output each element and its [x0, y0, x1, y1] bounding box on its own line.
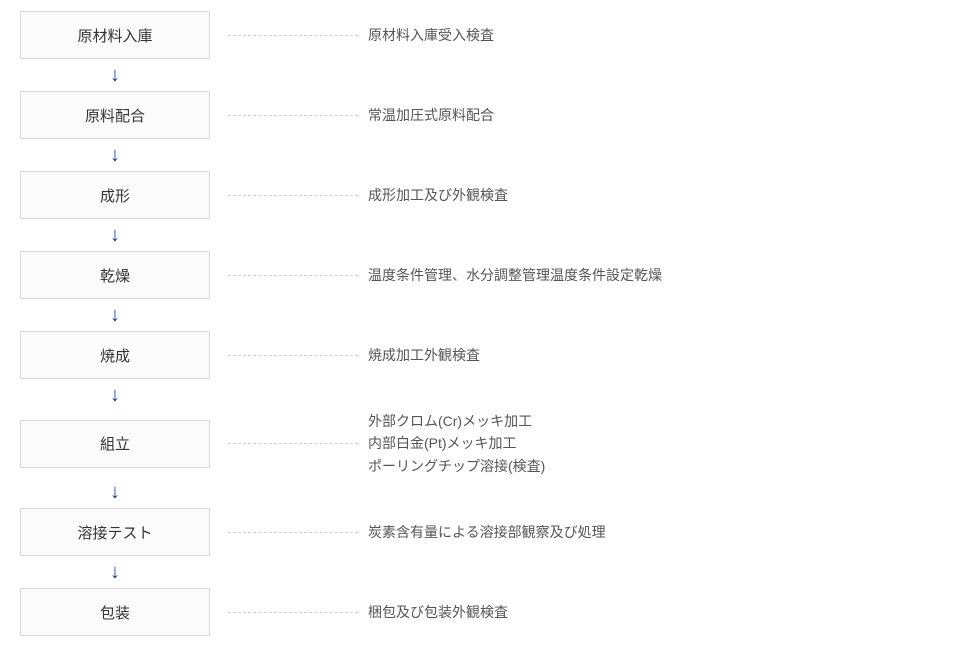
step-box: 焼成: [20, 331, 210, 379]
dashed-connector: [228, 355, 358, 356]
arrow-row: ↓: [20, 557, 210, 587]
arrow-row: ↓: [20, 380, 210, 410]
dashed-connector: [228, 532, 358, 533]
dashed-connector: [228, 195, 358, 196]
dashed-connector: [228, 612, 358, 613]
step-description: 梱包及び包装外観検査: [368, 601, 508, 623]
step-box: 原料配合: [20, 91, 210, 139]
down-arrow-icon: ↓: [110, 562, 120, 582]
step-box: 乾燥: [20, 251, 210, 299]
flow-step-row: 乾燥 温度条件管理、水分調整管理温度条件設定乾燥: [20, 250, 935, 300]
step-box: 包装: [20, 588, 210, 636]
step-description: 温度条件管理、水分調整管理温度条件設定乾燥: [368, 264, 662, 286]
down-arrow-icon: ↓: [110, 305, 120, 325]
dashed-connector: [228, 275, 358, 276]
step-description: 外部クロム(Cr)メッキ加工内部白金(Pt)メッキ加工ポーリングチップ溶接(検査…: [368, 410, 545, 477]
dashed-connector: [228, 35, 358, 36]
step-description: 焼成加工外観検査: [368, 344, 480, 366]
flow-step-row: 溶接テスト 炭素含有量による溶接部観察及び処理: [20, 507, 935, 557]
step-box: 成形: [20, 171, 210, 219]
step-box: 組立: [20, 420, 210, 468]
down-arrow-icon: ↓: [110, 225, 120, 245]
step-description: 成形加工及び外観検査: [368, 184, 508, 206]
flow-step-row: 成形 成形加工及び外観検査: [20, 170, 935, 220]
dashed-connector: [228, 443, 358, 444]
flowchart-container: 原材料入庫 原材料入庫受入検査 ↓ 原料配合 常温加圧式原料配合 ↓ 成形 成形加工及び外観検…: [20, 10, 935, 637]
down-arrow-icon: ↓: [110, 65, 120, 85]
down-arrow-icon: ↓: [110, 385, 120, 405]
down-arrow-icon: ↓: [110, 145, 120, 165]
down-arrow-icon: ↓: [110, 482, 120, 502]
step-box: 溶接テスト: [20, 508, 210, 556]
arrow-row: ↓: [20, 60, 210, 90]
flow-step-row: 原料配合 常温加圧式原料配合: [20, 90, 935, 140]
flow-step-row: 焼成 焼成加工外観検査: [20, 330, 935, 380]
step-description: 常温加圧式原料配合: [368, 104, 494, 126]
arrow-row: ↓: [20, 300, 210, 330]
arrow-row: ↓: [20, 477, 210, 507]
flow-step-row: 原材料入庫 原材料入庫受入検査: [20, 10, 935, 60]
flow-step-row: 包装 梱包及び包装外観検査: [20, 587, 935, 637]
step-description: 炭素含有量による溶接部観察及び処理: [368, 521, 606, 543]
arrow-row: ↓: [20, 140, 210, 170]
dashed-connector: [228, 115, 358, 116]
flow-step-row: 組立 外部クロム(Cr)メッキ加工内部白金(Pt)メッキ加工ポーリングチップ溶接(…: [20, 410, 935, 477]
step-box: 原材料入庫: [20, 11, 210, 59]
step-description: 原材料入庫受入検査: [368, 24, 494, 46]
arrow-row: ↓: [20, 220, 210, 250]
